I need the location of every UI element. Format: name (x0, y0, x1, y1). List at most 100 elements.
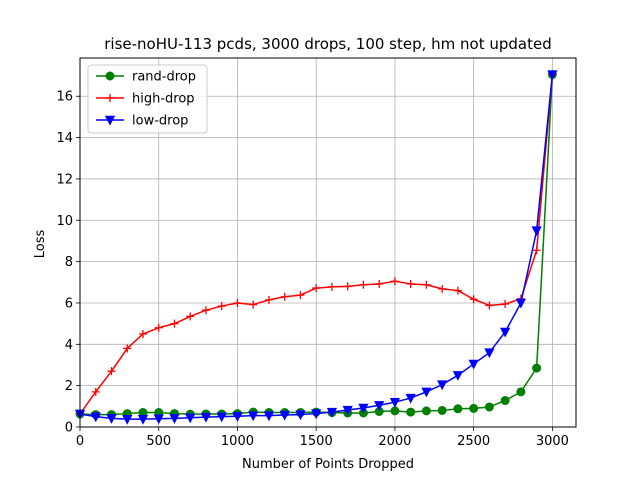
x-tick-label: 2000 (378, 434, 411, 449)
data-point-high-drop (312, 284, 321, 293)
data-point-high-drop (138, 329, 147, 338)
x-tick-label: 1500 (300, 434, 333, 449)
legend-marker (104, 115, 116, 126)
data-point-high-drop (343, 282, 352, 291)
data-point-high-drop (438, 284, 447, 293)
series-high-drop (76, 70, 557, 418)
data-point-low-drop (389, 397, 401, 408)
x-tick-label: 3000 (536, 434, 569, 449)
data-point-rand-drop (421, 406, 431, 416)
y-tick-label: 6 (65, 296, 73, 311)
data-point-high-drop (501, 300, 510, 308)
data-point-rand-drop (469, 403, 479, 413)
legend-item-low-drop: low-drop (96, 114, 188, 129)
data-point-rand-drop (437, 405, 447, 415)
data-point-low-drop (137, 414, 149, 425)
legend-item-rand-drop: rand-drop (96, 70, 196, 85)
data-point-high-drop (123, 344, 132, 353)
data-point-rand-drop (532, 363, 542, 373)
legend-box (87, 64, 208, 134)
data-point-low-drop (342, 405, 353, 416)
data-point-low-drop (452, 371, 464, 381)
data-point-high-drop (422, 280, 431, 289)
legend-label: rand-drop (132, 70, 196, 85)
data-point-low-drop (468, 359, 479, 370)
ticks: 0 500 1000 1500 2000 2500 3000 0 2 4 6 8 10 12 14 16 (56, 90, 568, 449)
data-point-high-drop (107, 367, 116, 376)
data-point-low-drop (90, 412, 101, 423)
data-point-rand-drop (390, 406, 400, 416)
legend-label: high-drop (132, 92, 195, 107)
data-point-low-drop (547, 70, 558, 81)
data-point-low-drop (263, 411, 275, 422)
data-point-low-drop (484, 348, 495, 359)
data-point-high-drop (154, 323, 163, 332)
data-point-rand-drop (500, 396, 510, 406)
data-point-high-drop (327, 282, 336, 291)
y-tick-label: 8 (65, 255, 73, 270)
data-point-low-drop (169, 414, 180, 424)
data-point-rand-drop (406, 407, 416, 417)
y-tick-label: 0 (65, 421, 73, 436)
data-point-low-drop (216, 412, 227, 423)
data-point-high-drop (485, 301, 494, 310)
data-point-high-drop (186, 312, 195, 321)
legend: rand-drop high-drop low-drop (87, 64, 208, 134)
data-point-low-drop (500, 327, 511, 338)
x-tick-label: 500 (146, 434, 171, 449)
data-point-low-drop (279, 410, 290, 421)
data-point-high-drop (264, 295, 273, 304)
data-point-low-drop (515, 298, 527, 309)
data-point-rand-drop (453, 404, 463, 414)
y-tick-label: 10 (56, 214, 73, 229)
data-point-rand-drop (484, 402, 494, 412)
x-axis-label: Number of Points Dropped (242, 457, 414, 472)
data-point-low-drop (248, 411, 259, 422)
y-tick-label: 12 (56, 172, 73, 187)
data-point-low-drop (311, 409, 322, 420)
series-low-drop (74, 70, 558, 425)
data-point-low-drop (106, 414, 117, 424)
data-point-high-drop (233, 298, 242, 307)
chart-title: rise-noHU-113 pcds, 3000 drops, 100 step… (104, 35, 552, 53)
x-tick-label: 1000 (221, 434, 254, 449)
data-point-low-drop (326, 407, 338, 418)
legend-marker (106, 94, 114, 102)
data-point-high-drop (453, 286, 462, 295)
data-point-high-drop (217, 302, 226, 311)
data-point-high-drop (532, 246, 541, 255)
data-point-rand-drop (516, 387, 526, 397)
legend-marker (105, 71, 115, 81)
data-point-low-drop (374, 401, 385, 411)
data-point-low-drop (421, 387, 432, 398)
x-tick-label: 0 (76, 434, 84, 449)
data-point-low-drop (531, 226, 542, 237)
data-point-low-drop (295, 410, 306, 421)
data-point-high-drop (296, 291, 305, 300)
data-point-high-drop (359, 280, 368, 289)
data-point-low-drop (185, 413, 196, 424)
data-point-low-drop (200, 412, 212, 423)
data-point-low-drop (153, 414, 164, 425)
x-tick-label: 2500 (457, 434, 490, 449)
data-point-low-drop (437, 380, 448, 391)
data-point-high-drop (406, 279, 415, 288)
data-point-high-drop (280, 292, 289, 301)
data-point-high-drop (91, 387, 100, 396)
data-point-low-drop (232, 412, 243, 422)
y-axis-label: Loss (33, 230, 48, 259)
data-point-high-drop (170, 319, 179, 328)
data-point-high-drop (469, 295, 478, 304)
data-point-low-drop (122, 414, 133, 425)
plot-frame (79, 57, 577, 428)
y-tick-label: 14 (56, 131, 73, 146)
data-point-high-drop (390, 277, 399, 286)
data-point-high-drop (375, 279, 384, 288)
y-tick-label: 16 (56, 90, 73, 105)
data-point-low-drop (358, 403, 369, 414)
y-tick-label: 2 (65, 379, 73, 394)
data-point-low-drop (405, 393, 416, 404)
legend-item-high-drop: high-drop (96, 92, 195, 107)
legend-label: low-drop (132, 114, 188, 129)
